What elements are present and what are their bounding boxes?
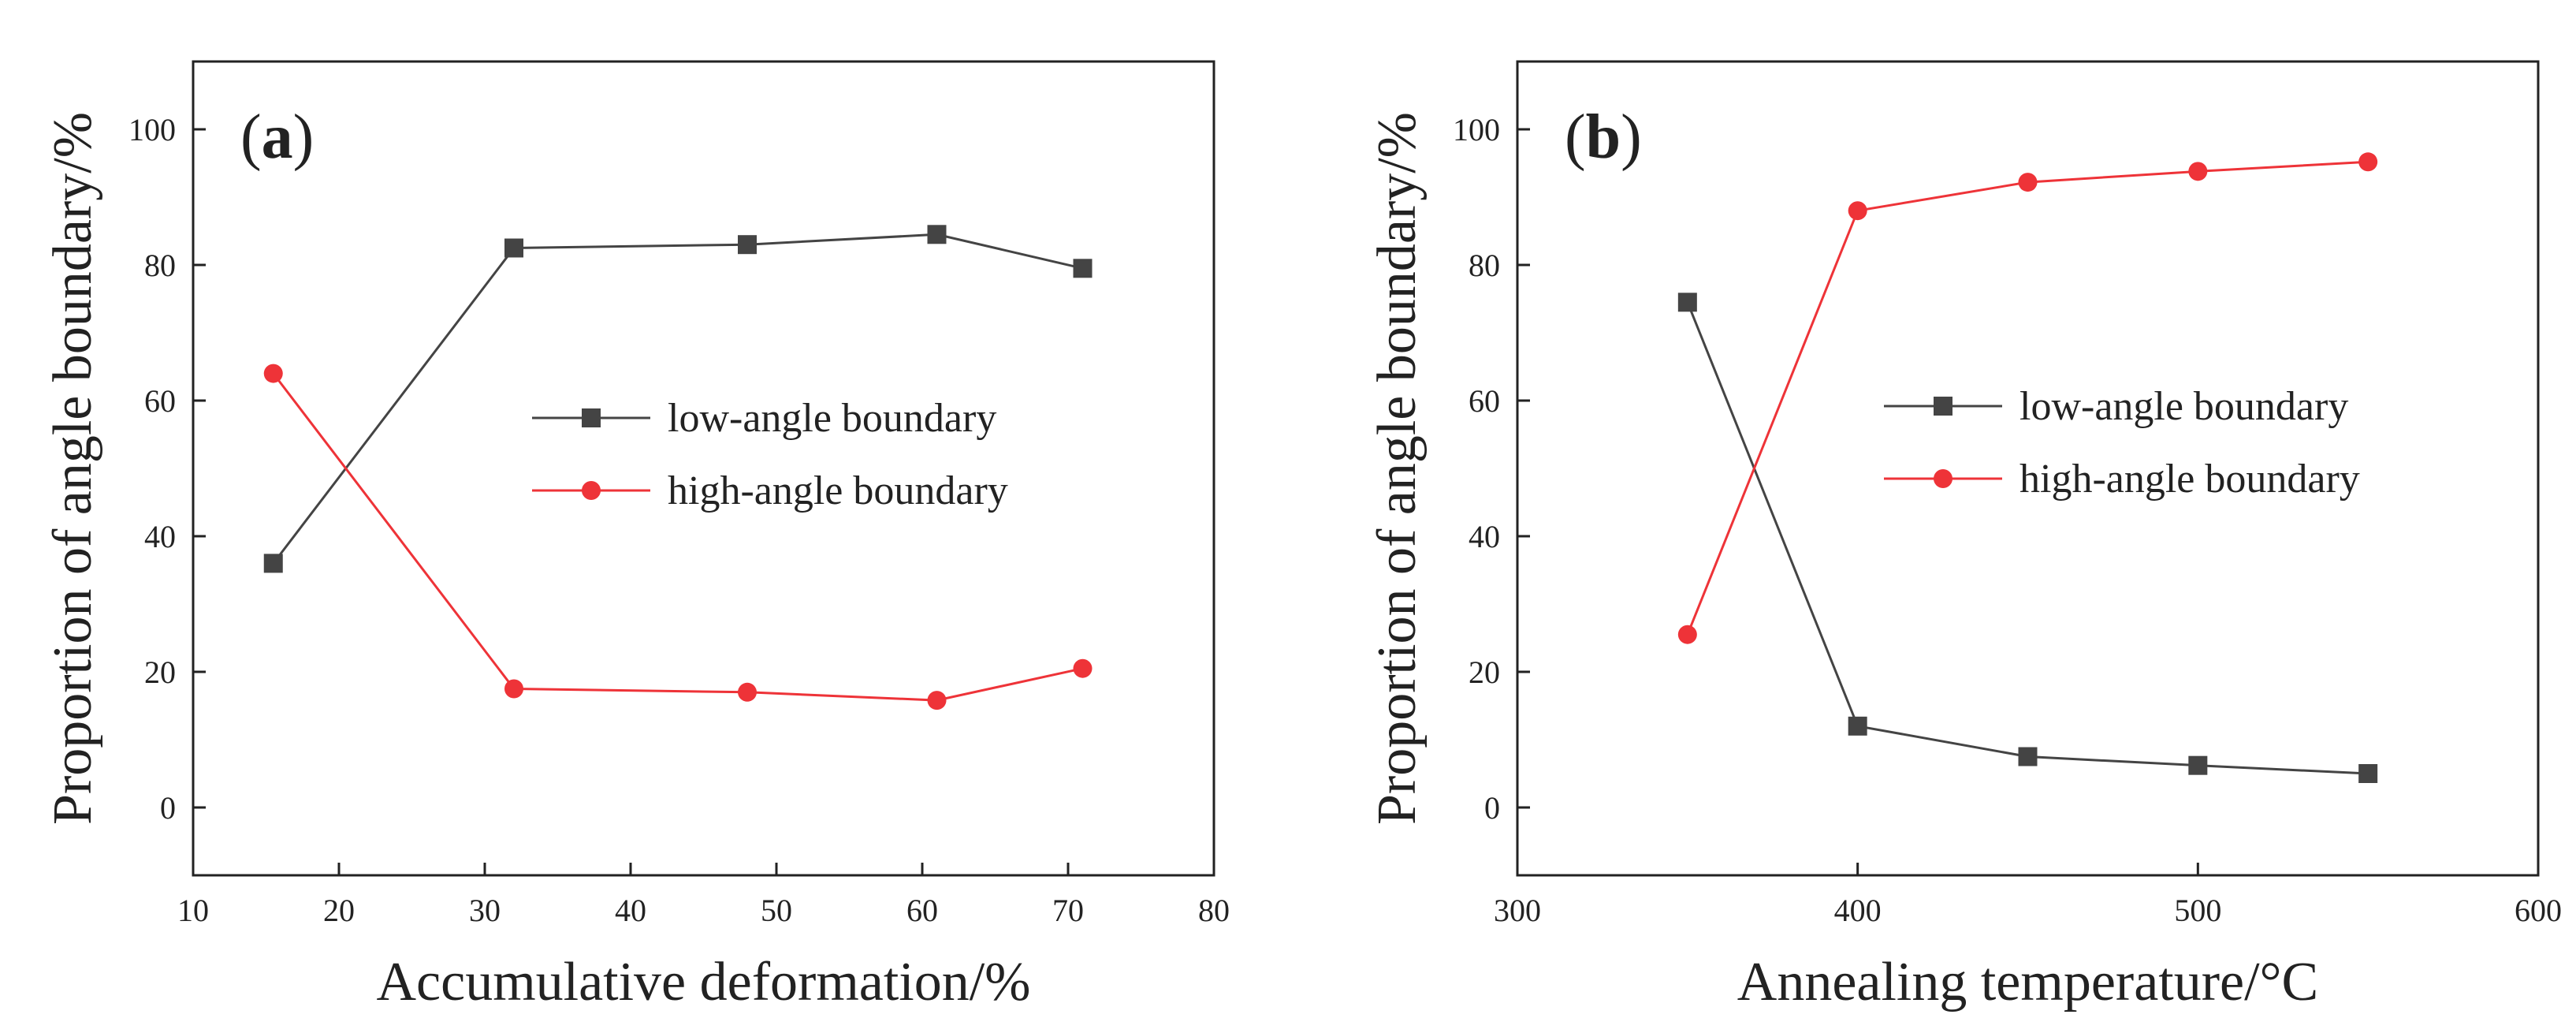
data-point: [1073, 259, 1093, 278]
plot-frame: [192, 60, 1215, 877]
data-point: [738, 235, 757, 255]
x-tick-label: 50: [761, 893, 792, 928]
panel-label: (a): [240, 103, 314, 172]
data-point: [2018, 747, 2038, 766]
data-point: [504, 238, 523, 258]
legend-marker: [582, 408, 601, 427]
y-tick-label: 40: [144, 519, 176, 554]
y-tick-label: 20: [144, 654, 176, 690]
data-point: [2018, 173, 2038, 192]
series-line-0: [1686, 301, 2369, 775]
legend-marker: [1934, 469, 1952, 488]
x-tick-label: 70: [1052, 893, 1084, 928]
y-axis-label: Proportion of angle boundary/%: [43, 112, 103, 825]
x-tick-label: 400: [1834, 893, 1882, 928]
x-axis-label: Annealing temperature/°C: [1737, 952, 2318, 1012]
data-point: [2188, 162, 2208, 181]
y-tick-label: 100: [128, 112, 176, 147]
plot-frame: [1516, 60, 2540, 877]
data-point: [263, 364, 283, 383]
panel-label: (b): [1565, 103, 1642, 172]
legend-marker: [582, 481, 601, 500]
y-tick-label: 0: [160, 790, 176, 826]
y-tick-label: 100: [1453, 112, 1500, 147]
data-point: [1677, 625, 1697, 644]
data-point: [263, 554, 283, 573]
data-point: [1848, 201, 1867, 221]
data-point: [2358, 764, 2378, 783]
chart-b: 300 400 500 600 0 20 40 60 80 100 Annealing temper…: [1367, 60, 2562, 1012]
x-tick-label: 300: [1494, 893, 1541, 928]
x-tick-label: 600: [2515, 893, 2562, 928]
y-tick-label: 0: [1484, 790, 1500, 826]
x-tick-label: 40: [615, 893, 646, 928]
legend-marker: [1934, 397, 1952, 416]
x-tick-label: 80: [1198, 893, 1230, 928]
data-point: [927, 691, 947, 710]
x-tick-label: 30: [469, 893, 501, 928]
chart-a: 10 20 30 40 50 60 70 80 0 20 40 60 80 100 Accumulative…: [43, 60, 1230, 1012]
y-axis-label: Proportion of angle boundary/%: [1367, 112, 1428, 825]
x-tick-label: 10: [177, 893, 209, 928]
data-point: [2358, 152, 2378, 172]
data-point: [1677, 293, 1697, 312]
data-point: [1073, 658, 1093, 678]
x-tick-label: 60: [906, 893, 938, 928]
legend-label: high-angle boundary: [668, 468, 1008, 513]
data-point: [927, 225, 947, 244]
data-point: [1848, 716, 1867, 736]
y-tick-label: 60: [144, 383, 176, 419]
y-tick-label: 40: [1469, 519, 1500, 554]
panel-letter: a: [262, 103, 293, 172]
data-point: [2188, 755, 2208, 775]
data-point: [504, 679, 523, 699]
legend-label: high-angle boundary: [2019, 457, 2360, 502]
y-tick-label: 20: [1469, 654, 1500, 690]
x-axis-label: Accumulative deformation/%: [377, 952, 1031, 1012]
data-point: [738, 682, 757, 702]
y-tick-label: 80: [144, 248, 176, 283]
y-tick-label: 60: [1469, 383, 1500, 419]
x-tick-label: 500: [2174, 893, 2221, 928]
legend-label: low-angle boundary: [2019, 384, 2348, 429]
panel-letter: b: [1586, 103, 1621, 172]
legend-label: low-angle boundary: [668, 396, 996, 441]
y-tick-label: 80: [1469, 248, 1500, 283]
x-tick-label: 20: [323, 893, 355, 928]
